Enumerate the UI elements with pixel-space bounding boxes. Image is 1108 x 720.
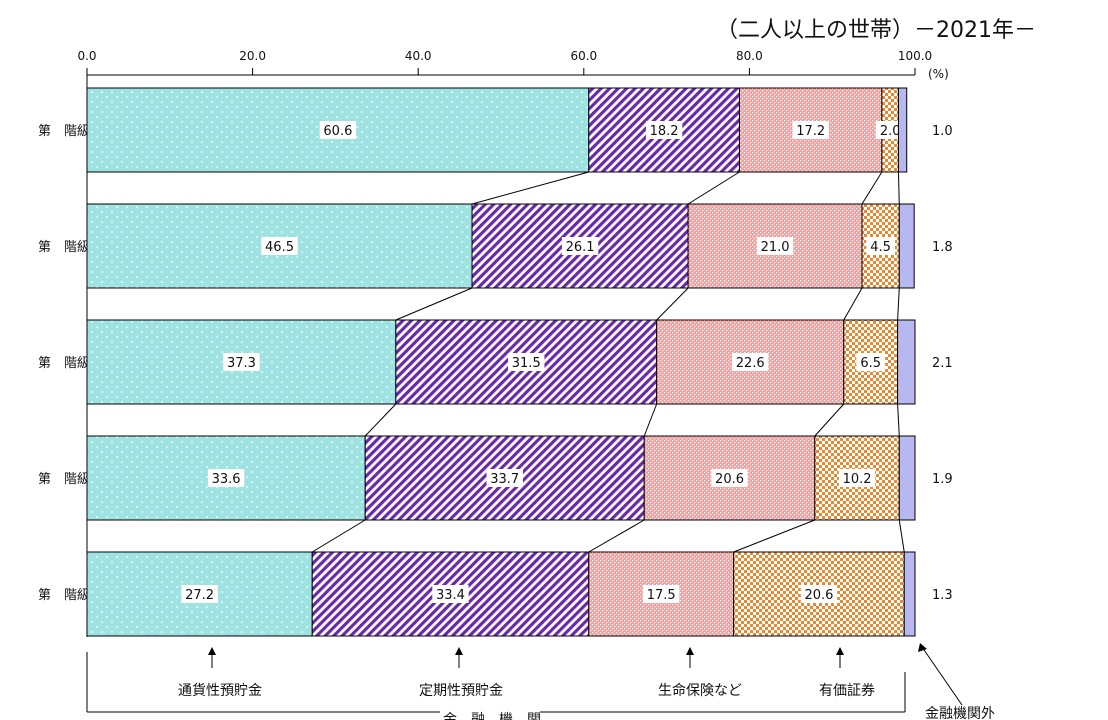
data-label: 17.2 (796, 124, 825, 139)
data-label-bg (486, 469, 523, 487)
bar-rows: 第 階級 60.6 18.2 17.2 2.0 1.0 第 階級 46.5 26.1 21.0 4.… (38, 87, 953, 637)
data-label: 1.9 (932, 472, 953, 487)
data-label-bg (645, 121, 683, 139)
connector-line (656, 287, 689, 321)
data-label-bg (756, 237, 794, 255)
data-label: 2.1 (932, 356, 953, 371)
data-label: 6.5 (860, 356, 881, 371)
data-label: 33.6 (212, 472, 241, 487)
x-axis-unit: (%) (928, 67, 949, 81)
connector-line (364, 403, 397, 437)
connector-line (395, 287, 473, 321)
legend-arrow-head (455, 647, 463, 655)
data-label-bg (319, 121, 357, 139)
connector-line (471, 171, 589, 205)
legend-label: 金融機関外 (925, 706, 995, 720)
row-label: 第 階級 (38, 472, 90, 487)
bar-segment (897, 87, 908, 173)
connector-line (861, 171, 883, 205)
connector-line (843, 287, 863, 321)
legend-label: 有価証券 (819, 683, 875, 699)
bar-segment (814, 435, 900, 521)
legend-arrow-shaft (921, 646, 963, 706)
legend-label: 通貨性預貯金 (178, 682, 262, 699)
data-label: 26.1 (566, 240, 595, 255)
bar-segment (898, 435, 916, 521)
connector-line (687, 171, 740, 205)
data-label: 31.5 (512, 356, 541, 371)
bar-segment (897, 319, 916, 405)
connector-line (733, 519, 815, 553)
data-label-bg (800, 585, 838, 603)
legend-arrow-head (208, 647, 216, 655)
connector-line (588, 519, 645, 553)
connector-line (897, 171, 900, 205)
data-label-bg (181, 585, 218, 603)
data-label: 20.6 (804, 588, 833, 603)
data-label: 4.5 (870, 240, 891, 255)
connector-line (897, 287, 900, 321)
data-label-bg (856, 353, 886, 371)
data-label-bg (261, 237, 298, 255)
data-label: 33.7 (490, 472, 519, 487)
x-tick-label: 100.0 (898, 49, 932, 63)
data-label: 18.2 (650, 124, 679, 139)
data-label: 27.2 (185, 588, 214, 603)
bar-segment (903, 551, 916, 637)
data-label-bg (207, 469, 245, 487)
data-label: 22.6 (736, 356, 765, 371)
data-label: 37.3 (227, 356, 256, 371)
data-label-bg (875, 121, 905, 139)
data-label-bg (561, 237, 599, 255)
connector-line (897, 403, 900, 437)
row-label: 第 階級 (38, 124, 90, 139)
connector-line (643, 403, 658, 437)
data-label: 21.0 (761, 240, 790, 255)
data-label: 10.2 (843, 472, 872, 487)
legend-arrow-head (836, 647, 844, 655)
data-label-bg (866, 237, 896, 255)
x-tick-label: 40.0 (405, 49, 432, 63)
legend-label: 定期性預貯金 (419, 683, 503, 699)
legend-label: 生命保険など (658, 682, 742, 699)
row-label: 第 階級 (38, 356, 90, 371)
data-label-bg (792, 121, 829, 139)
connector-line (898, 519, 905, 553)
data-label-bg (732, 353, 769, 371)
connector-line (311, 519, 366, 553)
x-tick-label: 60.0 (570, 49, 597, 63)
data-label-bg (432, 585, 469, 603)
row-label: 第 階級 (38, 588, 90, 603)
x-tick-label: 0.0 (77, 49, 96, 63)
data-label: 46.5 (265, 240, 294, 255)
data-label: 33.4 (436, 588, 465, 603)
data-label-bg (838, 469, 876, 487)
data-label: 17.5 (647, 588, 676, 603)
data-label-bg (508, 353, 545, 371)
legend-arrow-head (918, 643, 927, 652)
data-label: 2.0 (880, 124, 901, 139)
row-label: 第 階級 (38, 240, 90, 255)
group-label: 金 融 機 関 (443, 712, 541, 720)
chart-subtitle: （二人以上の世帯）－2021年－ (716, 18, 1036, 43)
connector-lines (311, 171, 905, 553)
legend-arrow-head (686, 647, 694, 655)
bar-segment (898, 203, 915, 289)
connector-line (814, 403, 845, 437)
data-label: 1.8 (932, 240, 953, 255)
data-label-bg (711, 469, 748, 487)
data-label-bg (223, 353, 260, 371)
data-label: 60.6 (323, 124, 352, 139)
data-label: 20.6 (715, 472, 744, 487)
x-tick-label: 80.0 (736, 49, 763, 63)
data-label: 1.0 (932, 124, 953, 139)
data-label: 1.3 (932, 588, 953, 603)
data-label-bg (643, 585, 680, 603)
x-tick-label: 20.0 (239, 49, 266, 63)
